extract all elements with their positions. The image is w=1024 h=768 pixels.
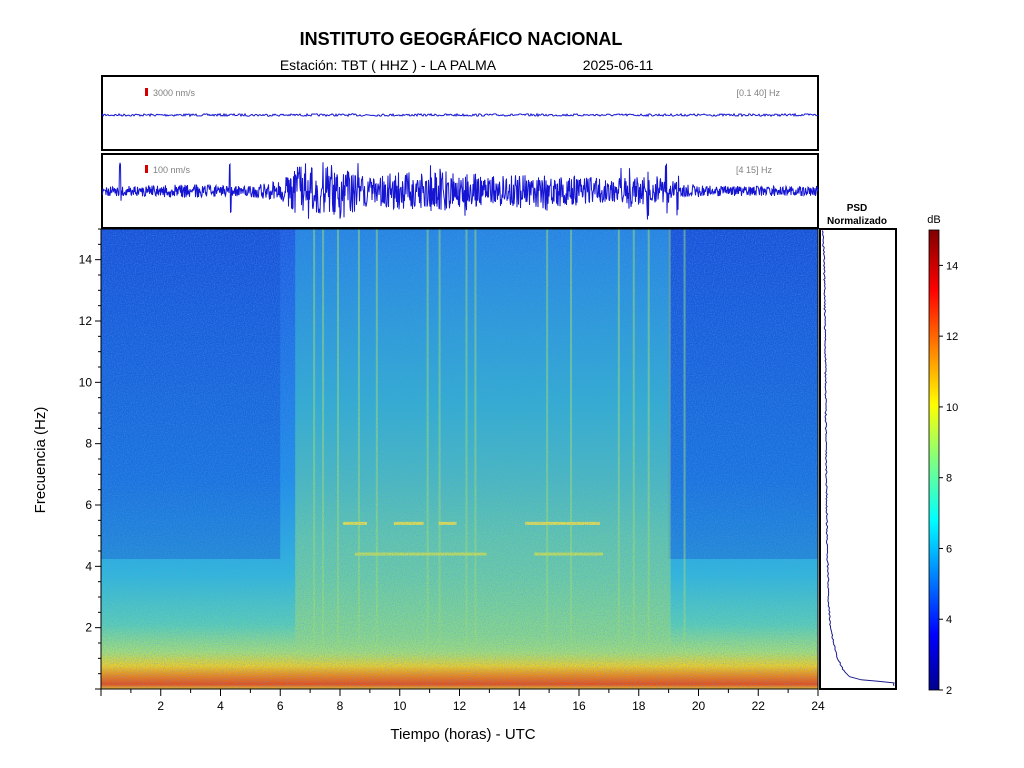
colorbar-tick-label: 2 <box>946 685 952 697</box>
y-tick-label: 6 <box>85 498 92 512</box>
figure-title: INSTITUTO GEOGRÁFICO NACIONAL <box>300 28 623 49</box>
y-tick-label: 2 <box>85 621 92 635</box>
psd-curve <box>821 230 895 687</box>
colorbar-tick-label: 8 <box>946 473 952 485</box>
x-tick-label: 4 <box>217 699 224 713</box>
y-axis-label: Frecuencia (Hz) <box>32 407 49 514</box>
colorbar-gradient <box>928 229 940 691</box>
scale-label-filtered: 100 nm/s <box>153 165 191 175</box>
x-tick-label: 16 <box>572 699 586 713</box>
y-tick-label: 12 <box>79 314 93 328</box>
y-axis-ticks: 2 4 6 8 10 12 14 <box>79 228 101 690</box>
band-label-broadband: [0.1 40] Hz <box>736 88 780 98</box>
seismogram-filtered-panel: 100 nm/s [4 15] Hz <box>101 153 819 229</box>
x-tick-label: 2 <box>157 699 164 713</box>
seismogram-filtered-trace <box>101 162 819 220</box>
psd-title-line1: PSD <box>847 203 868 214</box>
spectrogram-noise-texture <box>101 229 818 689</box>
station-label: Estación: TBT ( HHZ ) - LA PALMA <box>280 57 497 73</box>
colorbar-tick-label: 14 <box>946 260 958 272</box>
colorbar-tick-label: 4 <box>946 614 952 626</box>
y-tick-label: 4 <box>85 559 92 573</box>
scale-label-broadband: 3000 nm/s <box>153 88 196 98</box>
date-label: 2025-06-11 <box>583 57 654 73</box>
colorbar-label: dB <box>927 214 940 226</box>
x-tick-label: 18 <box>632 699 646 713</box>
psd-title-line2: Normalizado <box>827 216 887 227</box>
y-tick-label: 10 <box>79 375 93 389</box>
x-tick-label: 20 <box>692 699 706 713</box>
psd-panel: PSD Normalizado <box>819 203 897 690</box>
x-tick-label: 24 <box>811 699 825 713</box>
seismogram-broadband-panel: 3000 nm/s [0.1 40] Hz <box>101 75 819 151</box>
colorbar-tick-label: 6 <box>946 543 952 555</box>
y-tick-label: 14 <box>79 253 93 267</box>
scale-marker-filtered <box>145 165 148 173</box>
psd-frame <box>819 228 897 690</box>
x-tick-label: 8 <box>337 699 344 713</box>
x-tick-label: 14 <box>513 699 527 713</box>
y-tick-label: 8 <box>85 437 92 451</box>
colorbar-ticks: 2 4 6 8 10 12 14 <box>939 260 958 697</box>
seismogram-broadband-frame <box>101 75 819 151</box>
x-tick-label: 12 <box>453 699 467 713</box>
scale-marker-broadband <box>145 88 148 96</box>
colorbar: dB 2 4 6 8 10 12 14 <box>927 214 958 697</box>
x-tick-label: 6 <box>277 699 284 713</box>
colorbar-tick-label: 10 <box>946 402 958 414</box>
x-tick-label: 10 <box>393 699 407 713</box>
x-axis-ticks: 2 4 6 8 10 12 14 16 18 20 22 24 <box>100 689 825 713</box>
seismogram-broadband-trace <box>101 112 819 118</box>
band-label-filtered: [4 15] Hz <box>736 165 773 175</box>
x-tick-label: 22 <box>752 699 766 713</box>
x-axis-label: Tiempo (horas) - UTC <box>390 726 535 743</box>
colorbar-tick-label: 12 <box>946 331 958 343</box>
